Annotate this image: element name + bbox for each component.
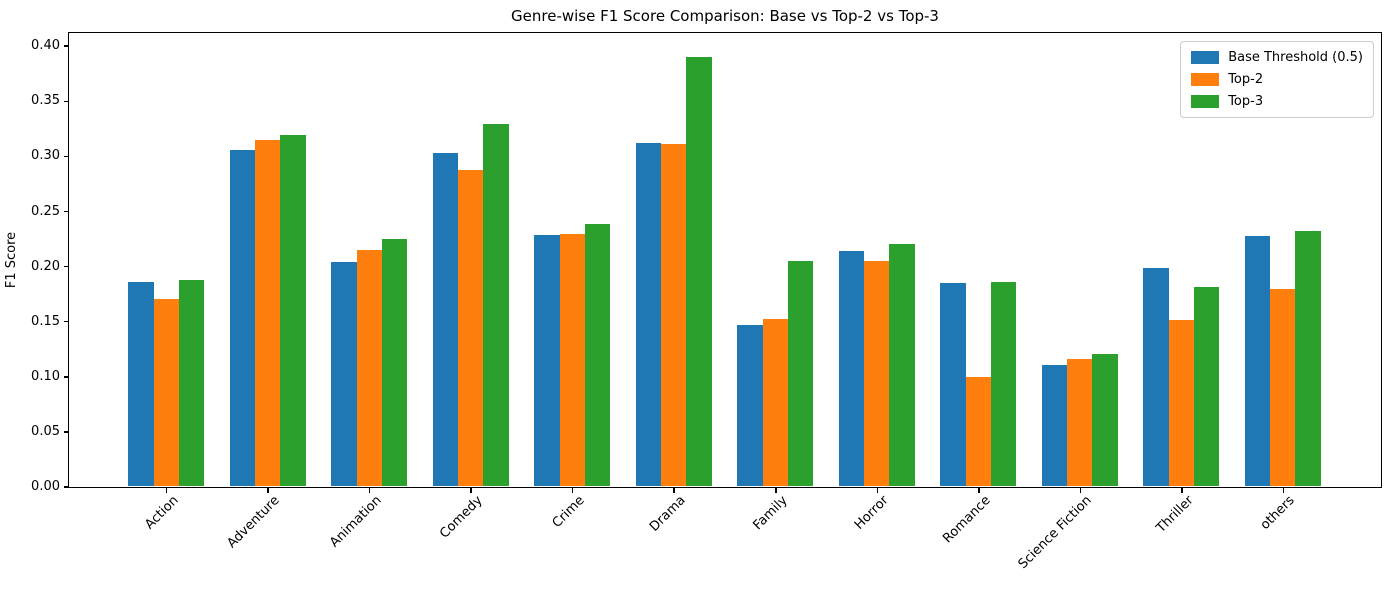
bar-horror-top2 bbox=[864, 260, 890, 487]
y-tick-label: 0.20 bbox=[31, 258, 60, 274]
bar-others-base bbox=[1244, 236, 1271, 487]
y-tick-label: 0.05 bbox=[31, 423, 60, 439]
y-tick-mark bbox=[63, 155, 69, 158]
y-tick-mark bbox=[63, 45, 69, 47]
bar-comedy-top3 bbox=[483, 123, 509, 487]
x-tick-mark bbox=[470, 487, 472, 493]
bar-thriller-top2 bbox=[1168, 320, 1194, 487]
bar-action-top3 bbox=[178, 280, 205, 487]
x-tick-mark bbox=[876, 487, 878, 493]
bar-animation-top2 bbox=[356, 249, 382, 487]
bar-family-top3 bbox=[787, 260, 814, 487]
legend-swatch-top3 bbox=[1191, 95, 1220, 108]
bar-family-top2 bbox=[762, 319, 788, 487]
bar-romance-top3 bbox=[990, 281, 1017, 487]
legend-label-top2: Top-2 bbox=[1228, 72, 1264, 87]
x-tick-mark bbox=[978, 487, 980, 493]
y-tick-label: 0.30 bbox=[31, 148, 60, 164]
y-tick-mark bbox=[63, 100, 69, 103]
x-tick-mark bbox=[1079, 487, 1082, 493]
bar-others-top3 bbox=[1295, 230, 1321, 487]
bar-thriller-base bbox=[1143, 268, 1169, 487]
bar-others-top2 bbox=[1270, 289, 1296, 487]
bar-action-base bbox=[128, 281, 154, 487]
bar-romance-base bbox=[940, 282, 966, 487]
y-tick-mark bbox=[63, 486, 69, 488]
bar-romance-top2 bbox=[965, 377, 991, 487]
bar-family-base bbox=[737, 324, 763, 487]
chart-title: Genre-wise F1 Score Comparison: Base vs … bbox=[511, 7, 939, 25]
bar-science-fiction-base bbox=[1041, 365, 1068, 487]
plot-area bbox=[67, 31, 1382, 488]
y-tick-label: 0.10 bbox=[31, 368, 60, 384]
bar-horror-base bbox=[838, 250, 865, 487]
bar-adventure-top3 bbox=[280, 134, 306, 487]
y-tick-mark bbox=[63, 376, 69, 378]
bar-drama-top2 bbox=[661, 143, 687, 487]
legend-item-top3: Top-3 bbox=[1191, 94, 1363, 109]
y-tick-mark bbox=[63, 320, 69, 323]
y-tick-label: 0.25 bbox=[31, 203, 60, 219]
legend-swatch-base bbox=[1191, 51, 1220, 64]
bar-adventure-top2 bbox=[255, 140, 281, 487]
bar-drama-top3 bbox=[686, 56, 712, 487]
bar-animation-top3 bbox=[381, 238, 408, 487]
y-tick-label: 0.00 bbox=[31, 479, 60, 494]
y-tick-label: 0.40 bbox=[31, 38, 60, 54]
y-tick-label: 0.35 bbox=[31, 93, 60, 109]
bar-crime-base bbox=[534, 235, 560, 487]
x-tick-mark bbox=[165, 487, 168, 493]
bar-drama-base bbox=[635, 142, 662, 487]
legend-label-base: Base Threshold (0.5) bbox=[1228, 50, 1363, 65]
y-tick-mark bbox=[63, 265, 69, 268]
legend-label-top3: Top-3 bbox=[1228, 94, 1264, 109]
y-tick-mark bbox=[63, 210, 69, 213]
legend-swatch-top2 bbox=[1191, 73, 1220, 86]
bar-crime-top2 bbox=[559, 234, 585, 487]
x-tick-mark bbox=[673, 487, 675, 493]
bar-action-top2 bbox=[153, 299, 179, 487]
legend-item-base: Base Threshold (0.5) bbox=[1191, 50, 1363, 65]
bar-animation-base bbox=[331, 261, 357, 487]
x-tick-mark bbox=[1181, 487, 1183, 493]
legend: Base Threshold (0.5) Top-2 Top-3 bbox=[1180, 41, 1374, 118]
x-tick-label: Action bbox=[141, 493, 182, 533]
bar-horror-top3 bbox=[889, 244, 915, 487]
bar-comedy-base bbox=[432, 152, 459, 487]
x-tick-mark bbox=[368, 487, 371, 493]
bar-science-fiction-top3 bbox=[1092, 354, 1118, 487]
y-tick-mark bbox=[63, 431, 69, 433]
bar-science-fiction-top2 bbox=[1067, 358, 1093, 487]
legend-item-top2: Top-2 bbox=[1191, 72, 1363, 87]
bar-comedy-top2 bbox=[458, 170, 484, 487]
x-tick-mark bbox=[1282, 487, 1285, 493]
x-tick-mark bbox=[571, 487, 574, 493]
y-tick-label: 0.15 bbox=[31, 313, 60, 329]
x-tick-mark bbox=[775, 487, 777, 493]
bar-adventure-base bbox=[229, 150, 256, 487]
x-tick-mark bbox=[267, 487, 269, 493]
bar-crime-top3 bbox=[584, 224, 611, 487]
bar-thriller-top3 bbox=[1193, 287, 1220, 487]
